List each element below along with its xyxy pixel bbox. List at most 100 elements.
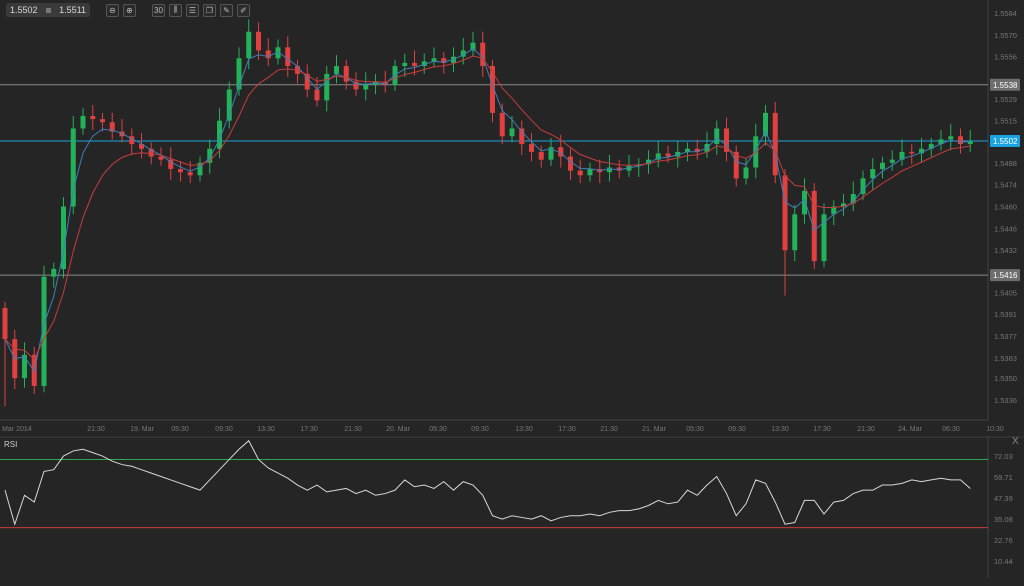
- candle-body: [899, 151, 905, 160]
- chart-type-button[interactable]: ⫼: [169, 3, 182, 17]
- candle-body: [733, 151, 739, 179]
- price-tick-label: 1.5350: [994, 374, 1017, 383]
- candle: [343, 59, 349, 90]
- candle-body: [743, 167, 749, 179]
- candle: [314, 76, 320, 107]
- candle-body: [119, 131, 125, 137]
- candle: [470, 31, 476, 57]
- ema-slow-line: [4, 55, 971, 361]
- zoom-out-button[interactable]: ⊖: [106, 3, 119, 17]
- timeframe-button[interactable]: 30: [152, 3, 165, 17]
- time-tick-label: 05:30: [686, 426, 704, 433]
- candle-body: [928, 144, 934, 149]
- candle: [70, 115, 76, 215]
- candle: [870, 158, 876, 190]
- candle-body: [421, 61, 427, 67]
- draw-icon: ✐: [240, 5, 247, 15]
- current-price-label: 1.5502: [993, 137, 1018, 146]
- rsi-tick-label: 72.03: [994, 452, 1013, 461]
- time-tick-label: 21. Mar: [642, 426, 666, 433]
- rsi-tick-label: 47.39: [994, 494, 1013, 503]
- candle-body: [587, 169, 593, 176]
- candle: [51, 262, 57, 288]
- candle: [880, 156, 885, 179]
- candle: [548, 137, 554, 166]
- level-price-badge: [990, 269, 1020, 282]
- draw-button[interactable]: ✐: [237, 3, 250, 17]
- candle-body: [217, 120, 222, 149]
- price-tick-label: 1.5460: [994, 203, 1017, 212]
- candle-body: [509, 128, 515, 137]
- candle-body: [821, 214, 827, 262]
- candle-body: [909, 151, 915, 154]
- rsi-tick-label: 22.76: [994, 536, 1013, 545]
- candle: [821, 203, 827, 268]
- candle-body: [80, 115, 86, 129]
- candle-body: [490, 66, 495, 113]
- price-tick-label: 1.5446: [994, 224, 1017, 233]
- price-tick-label: 1.5474: [994, 181, 1017, 190]
- candle-body: [256, 31, 261, 51]
- candle: [61, 197, 66, 279]
- candle: [421, 53, 427, 74]
- chart-toolbar: 1.5502 1.5511 ⊖ ⊕ 30 ⫼ ☰ ❐ ✎ ✐: [6, 3, 250, 17]
- candle: [285, 36, 291, 77]
- bid-ask-display: 1.5502 1.5511: [6, 3, 90, 17]
- price-tick-label: 1.5391: [994, 310, 1017, 319]
- candle-body: [265, 50, 271, 59]
- candle: [607, 155, 612, 182]
- price-tick-label: 1.5377: [994, 332, 1017, 341]
- time-tick-label: 17:30: [558, 426, 576, 433]
- candle: [197, 156, 203, 182]
- time-tick-label: 21:30: [344, 426, 362, 433]
- rsi-close-button[interactable]: X: [1012, 436, 1019, 447]
- candles: [2, 19, 973, 407]
- candle-body: [148, 148, 154, 157]
- candle: [139, 133, 144, 159]
- candle: [129, 128, 135, 156]
- candle: [207, 139, 213, 174]
- copy-button[interactable]: ❐: [203, 3, 216, 17]
- candle: [919, 137, 924, 163]
- rsi-tick-label: 59.71: [994, 473, 1013, 482]
- price-tick-label: 1.5529: [994, 95, 1017, 104]
- zoom-out-icon: ⊖: [109, 5, 116, 15]
- edit-button[interactable]: ✎: [220, 3, 233, 17]
- time-tick-label: 18 Mar 2014: [0, 426, 32, 433]
- time-tick-label: 06:30: [942, 426, 960, 433]
- candle: [831, 200, 837, 226]
- candle: [577, 159, 583, 184]
- candle-body: [51, 268, 57, 277]
- candle: [724, 117, 729, 162]
- candle: [304, 64, 310, 98]
- candle-body: [304, 73, 310, 90]
- candle: [909, 144, 915, 165]
- candle: [958, 128, 963, 154]
- indicators-button[interactable]: ☰: [186, 3, 199, 17]
- candle: [811, 183, 817, 269]
- price-tick-label: 1.5336: [994, 396, 1017, 405]
- candle: [178, 161, 183, 182]
- indicators-icon: ☰: [188, 5, 197, 15]
- candle-body: [694, 148, 700, 152]
- candle-body: [685, 148, 690, 152]
- candle-body: [236, 58, 242, 90]
- candle: [860, 170, 866, 201]
- zoom-in-button[interactable]: ⊕: [123, 3, 136, 17]
- bid-price: 1.5502: [10, 5, 38, 15]
- candle-body: [470, 42, 476, 51]
- candle: [792, 204, 798, 262]
- candle: [928, 137, 934, 157]
- level-price-label: 1.5416: [993, 271, 1018, 280]
- candle: [119, 119, 125, 143]
- candle-body: [480, 42, 486, 67]
- copy-icon: ❐: [205, 5, 214, 15]
- candle-body: [314, 89, 320, 101]
- price-tick-label: 1.5556: [994, 53, 1017, 62]
- candle: [324, 66, 330, 112]
- candle-body: [70, 128, 76, 207]
- candle: [373, 73, 378, 95]
- candle-body: [860, 178, 866, 195]
- candle-body: [285, 47, 291, 67]
